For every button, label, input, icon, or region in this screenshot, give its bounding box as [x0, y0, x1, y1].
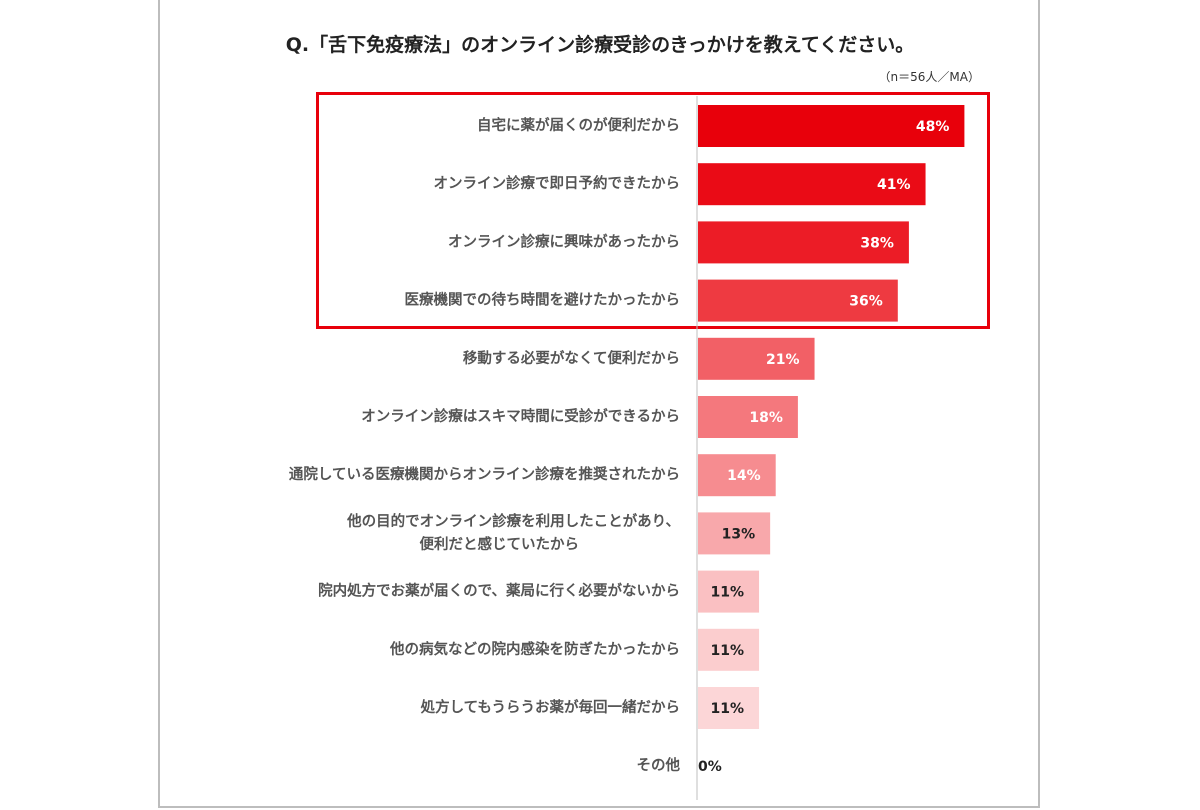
bar-4 [698, 337, 815, 380]
category-label-3: 医療機関での待ち時間を避けたかったから [405, 291, 681, 309]
value-label-6: 14% [727, 468, 761, 484]
category-label-1: オンライン診療で即日予約できたから [434, 174, 681, 192]
value-label-9: 11% [711, 643, 745, 659]
category-label-6: 通院している医療機関からオンライン診療を推奨されたから [289, 465, 680, 483]
value-label-3: 36% [849, 294, 883, 310]
chart-frame [158, 0, 1040, 808]
top-items-highlight-box [316, 92, 990, 329]
category-label-7-line-0: 他の目的でオンライン診療を利用したことがあり、 [346, 512, 680, 530]
value-label-2: 38% [860, 235, 894, 251]
category-label-7-line-1: 便利だと感じていたから [420, 535, 580, 553]
value-label-4: 21% [766, 352, 800, 368]
chart-title: Q.「舌下免疫療法」のオンライン診療受診のきっかけを教えてください。 [285, 34, 915, 56]
category-label-2: オンライン診療に興味があったから [448, 232, 680, 250]
value-label-11: 0% [698, 759, 722, 775]
value-label-8: 11% [711, 585, 745, 601]
bar-6 [698, 454, 776, 497]
sample-size-note: （n＝56人／MA） [878, 70, 980, 84]
category-label-9: 他の病気などの院内感染を防ぎたかったから [389, 640, 680, 658]
bar-3 [698, 279, 898, 322]
category-label-8: 院内処方でお薬が届くので、薬局に行く必要がないから [318, 582, 680, 600]
bar-0 [698, 105, 965, 147]
category-label-5: オンライン診療はスキマ時間に受診ができるから [361, 407, 680, 425]
category-label-4: 移動する必要がなくて便利だから [463, 349, 680, 367]
bar-5 [698, 396, 798, 438]
value-label-7: 13% [722, 526, 756, 542]
value-label-0: 48% [916, 119, 950, 135]
bar-8 [698, 570, 760, 613]
bar-2 [698, 221, 909, 264]
bar-9 [698, 628, 760, 671]
category-label-0: 自宅に薬が届くのが便利だから [477, 116, 680, 134]
category-label-10: 処方してもうらうお薬が毎回一緒だから [421, 698, 680, 716]
value-label-10: 11% [711, 701, 745, 717]
bar-10 [698, 687, 760, 729]
category-label-11: その他 [637, 756, 681, 774]
bar-7 [698, 512, 771, 555]
bar-1 [698, 163, 926, 206]
value-label-1: 41% [877, 177, 911, 193]
value-label-5: 18% [749, 410, 783, 426]
